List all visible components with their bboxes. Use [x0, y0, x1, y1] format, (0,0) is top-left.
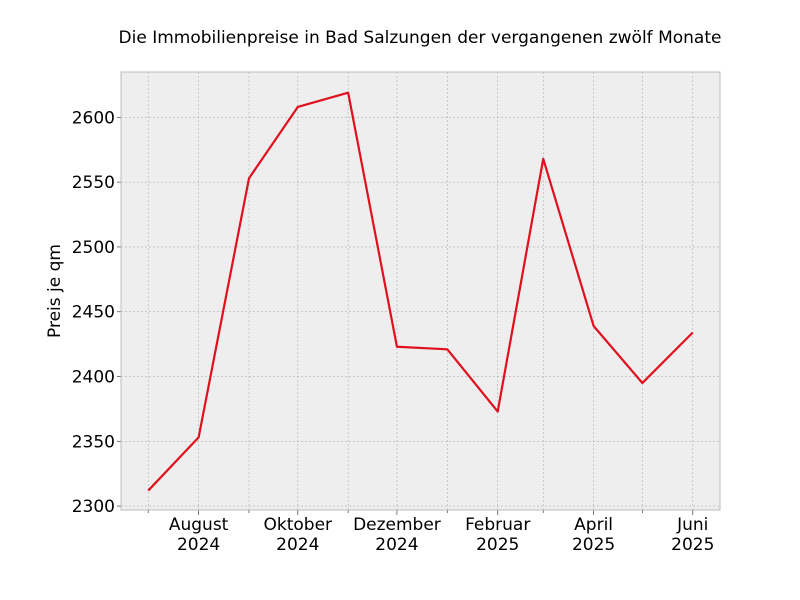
x-tick-label-year: 2025: [572, 535, 615, 555]
chart-title: Die Immobilienpreise in Bad Salzungen de…: [119, 28, 722, 48]
y-tick-label: 2550: [72, 173, 115, 193]
x-tick-label-year: 2024: [276, 535, 319, 555]
x-tick-label-month: Oktober: [264, 515, 333, 535]
y-tick-label: 2350: [72, 432, 115, 452]
x-tick-label-month: April: [574, 515, 613, 535]
y-tick-label: 2600: [72, 108, 115, 128]
x-tick-label-year: 2024: [375, 535, 418, 555]
plot-area: [121, 72, 720, 510]
y-tick-label: 2500: [72, 238, 115, 258]
series-group: [147, 91, 694, 492]
plot-frame: [120, 71, 721, 511]
x-tick-label-year: 2024: [177, 535, 220, 555]
axis-ticks: 2300235024002450250025502600August2024Ok…: [72, 108, 715, 555]
x-tick-label-year: 2025: [476, 535, 519, 555]
x-tick-label-month: August: [169, 515, 229, 535]
y-tick-label: 2450: [72, 303, 115, 323]
x-tick-label-month: Februar: [465, 515, 530, 535]
y-tick-label: 2400: [72, 368, 115, 388]
x-tick-label-month: Juni: [676, 515, 708, 535]
x-tick-label-month: Dezember: [353, 515, 441, 535]
x-tick-label-year: 2025: [671, 535, 714, 555]
y-axis-label: Preis je qm: [45, 244, 65, 338]
series-line-0: [147, 91, 694, 492]
y-tick-label: 2300: [72, 497, 115, 517]
